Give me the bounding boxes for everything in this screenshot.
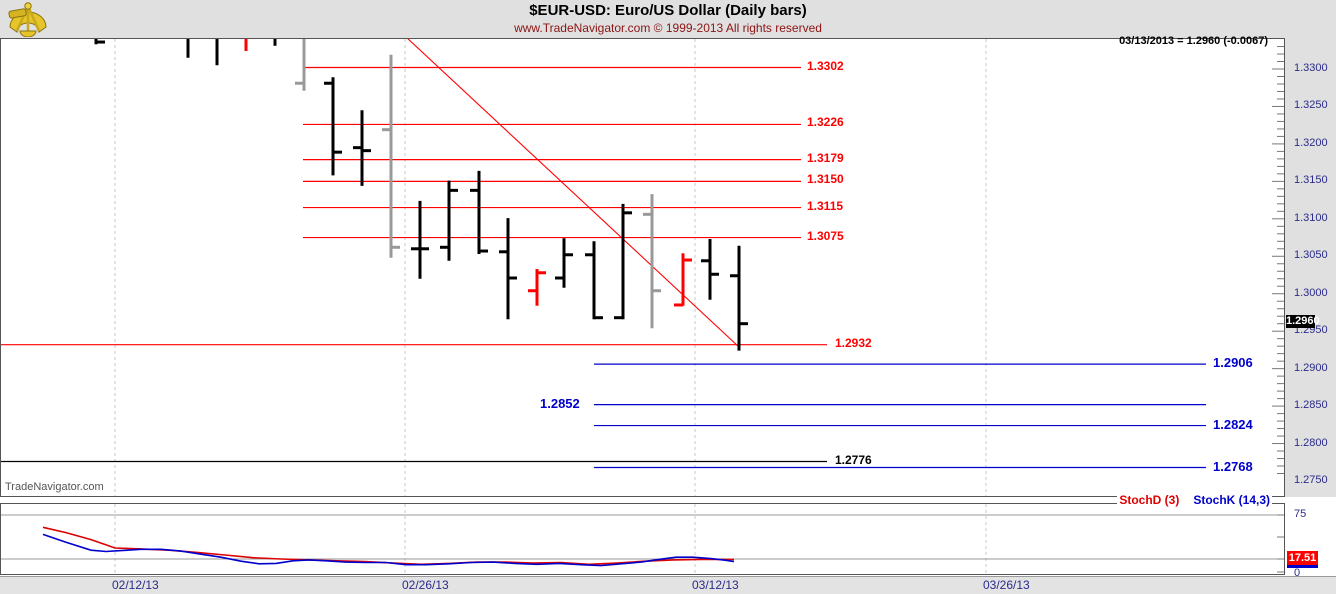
legend-stochd[interactable]: StochD (3) xyxy=(1119,493,1180,507)
stochastic-panel[interactable] xyxy=(0,503,1285,575)
price-bar xyxy=(382,54,400,258)
stochk-value-marker xyxy=(1287,565,1318,568)
price-bar xyxy=(353,110,371,186)
stochk-line xyxy=(42,533,735,567)
chart-subtitle: www.TradeNavigator.com © 1999-2013 All r… xyxy=(514,21,822,35)
stoch-value-badge: 17.51 xyxy=(1287,551,1318,565)
last-quote-readout: 03/13/2013 = 1.2960 (-0.0067) xyxy=(1119,35,1268,47)
price-bar xyxy=(499,218,517,320)
date-axis-strip xyxy=(0,576,1336,594)
chart-header: $EUR-USD: Euro/US Dollar (Daily bars) ww… xyxy=(0,0,1336,39)
trade-navigator-logo-icon xyxy=(6,1,50,42)
price-bar xyxy=(614,203,632,320)
price-bar xyxy=(555,238,573,288)
price-bar xyxy=(585,241,603,320)
price-bar xyxy=(701,239,719,300)
price-bar xyxy=(674,253,692,307)
current-price-badge: 1.2960 xyxy=(1286,315,1320,328)
price-bar xyxy=(324,77,342,176)
price-bar xyxy=(643,194,661,329)
price-bar xyxy=(528,269,546,306)
indicator-legend: StochD (3) StochK (14,3) xyxy=(1117,492,1272,508)
trend-line[interactable] xyxy=(406,39,740,348)
price-axis-gutter xyxy=(1285,38,1336,497)
price-plot-svg xyxy=(1,39,1284,496)
price-bar xyxy=(295,39,306,91)
price-chart-panel[interactable] xyxy=(0,38,1285,497)
stoch-axis-label-75: 75 xyxy=(1294,508,1307,520)
price-bar xyxy=(470,170,488,255)
stoch-plot-svg xyxy=(1,504,1284,574)
price-bar xyxy=(440,180,458,261)
price-bar xyxy=(94,39,105,45)
price-bar xyxy=(730,245,748,351)
watermark-text: TradeNavigator.com xyxy=(5,481,104,493)
chart-title: $EUR-USD: Euro/US Dollar (Daily bars) xyxy=(529,2,807,19)
legend-stochk[interactable]: StochK (14,3) xyxy=(1193,493,1270,507)
price-bar xyxy=(411,200,429,279)
stoch-axis-label-0: 0 xyxy=(1294,567,1301,579)
